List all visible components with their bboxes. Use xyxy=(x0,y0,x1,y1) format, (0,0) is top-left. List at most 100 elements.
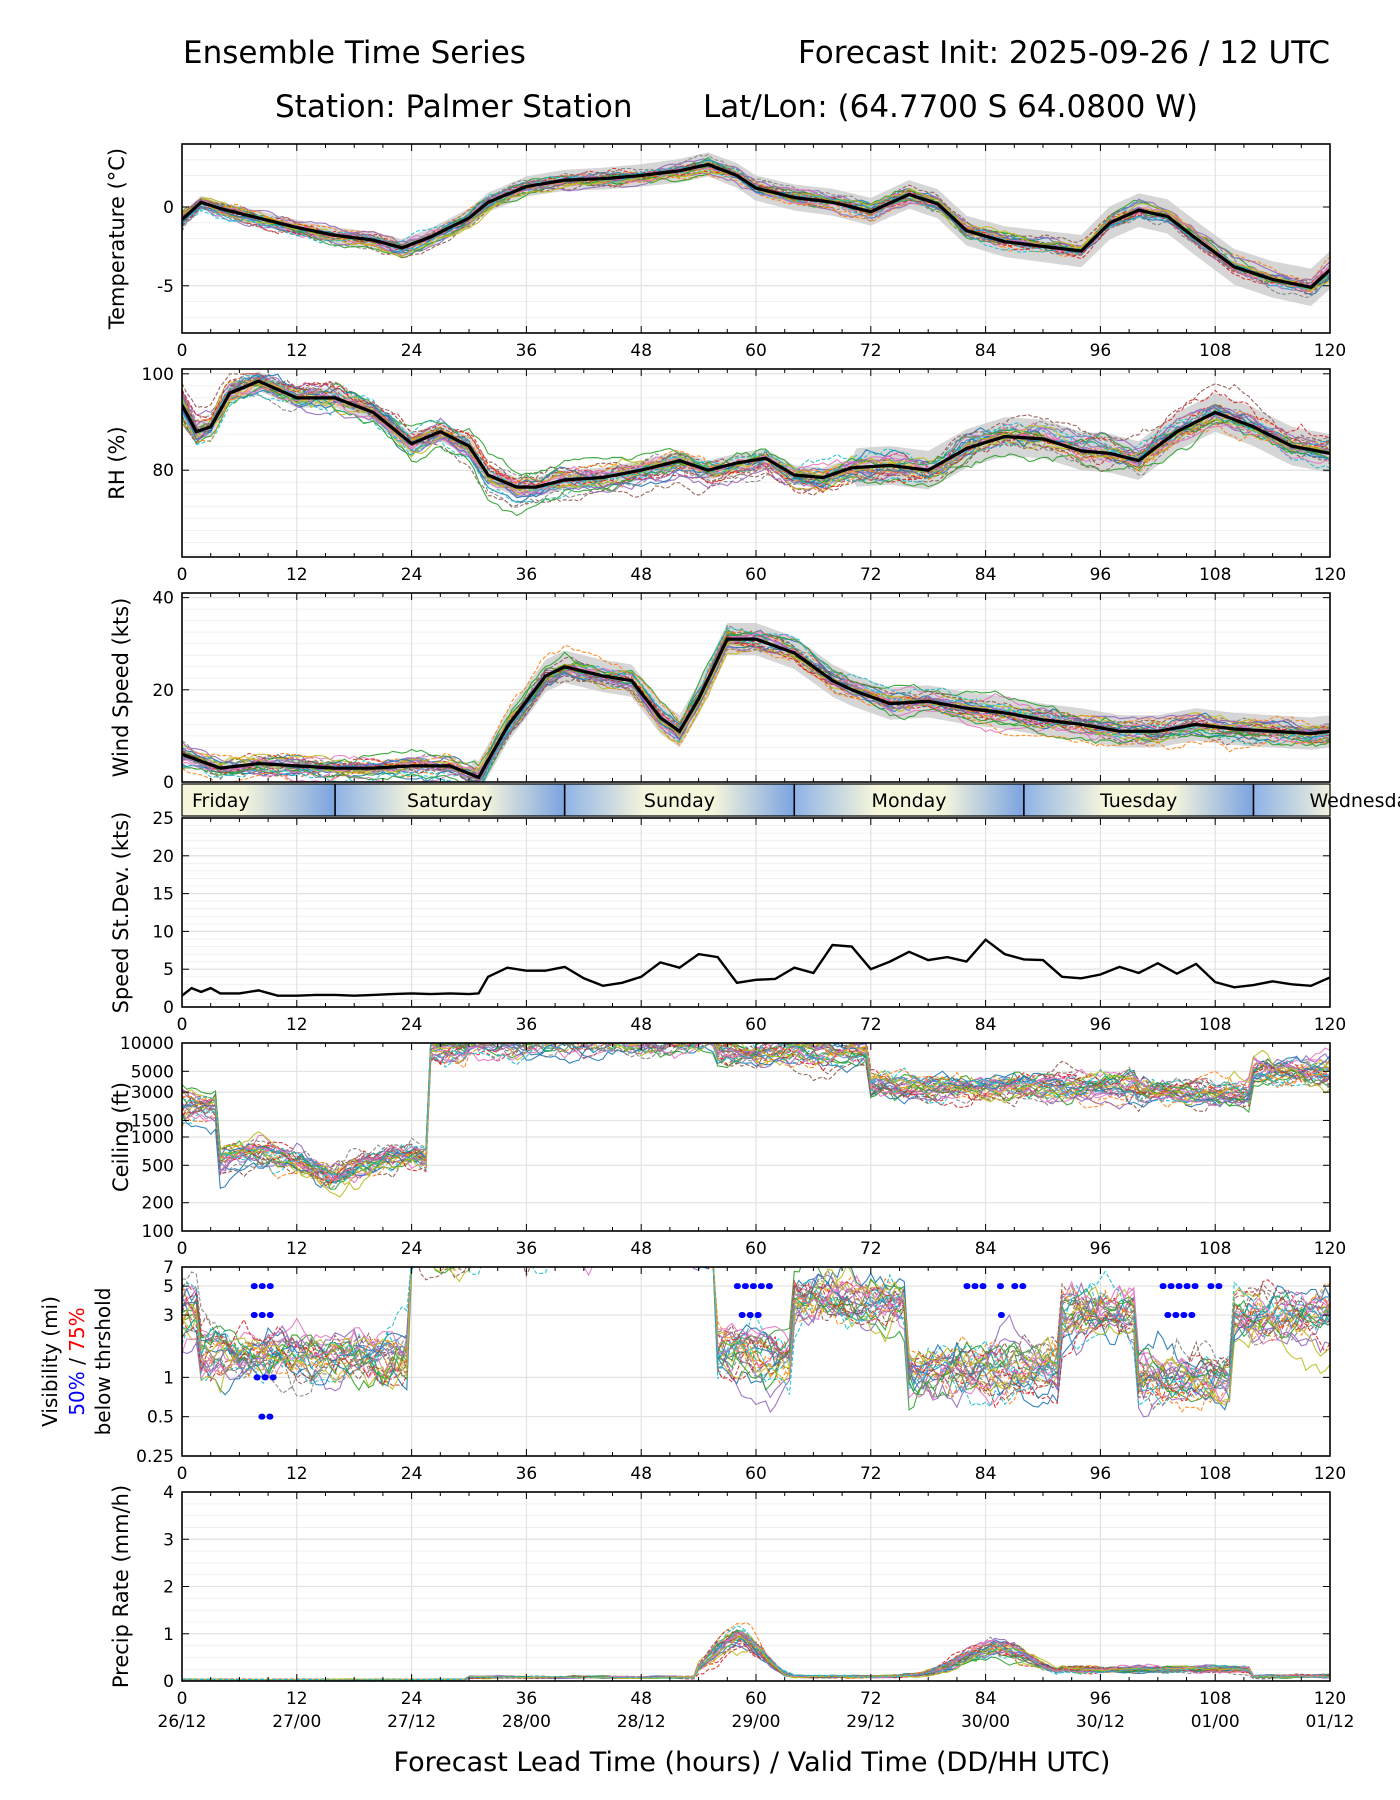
x-tick-label: 108 xyxy=(1199,1689,1231,1709)
member-line xyxy=(182,627,1330,782)
member-line xyxy=(182,1267,1330,1418)
x-tick-label: 24 xyxy=(401,1689,423,1709)
x-tick-label: 48 xyxy=(630,1464,652,1484)
member-line xyxy=(182,1267,1330,1402)
day-label: Tuesday xyxy=(1099,790,1177,812)
x-tick-label: 24 xyxy=(401,1015,423,1035)
x-tick-label: 0 xyxy=(177,1689,188,1709)
x-tick-label: 84 xyxy=(975,1689,997,1709)
member-line xyxy=(182,1267,1330,1402)
member-line xyxy=(182,1267,1330,1408)
x-tick-label: 96 xyxy=(1090,341,1112,361)
plot-area xyxy=(182,1267,1330,1420)
legend-separator: / xyxy=(65,1352,89,1371)
x-tick-label: 12 xyxy=(286,1239,308,1259)
valid-time-label: 27/00 xyxy=(272,1712,321,1732)
x-tick-label: 120 xyxy=(1314,1015,1346,1035)
member-line xyxy=(182,1267,1330,1407)
day-label: Friday xyxy=(192,790,250,812)
x-tick-label: 0 xyxy=(177,1464,188,1484)
y-tick-label: 0.5 xyxy=(147,1408,174,1428)
x-tick-label: 12 xyxy=(286,565,308,585)
y-tick-label: 5000 xyxy=(131,1062,174,1082)
member-line xyxy=(182,374,1330,492)
x-tick-label: 12 xyxy=(286,1464,308,1484)
day-cell xyxy=(564,784,795,816)
valid-time-label: 29/00 xyxy=(732,1712,781,1732)
strip-frame xyxy=(181,783,1331,817)
member-line xyxy=(182,392,1330,504)
x-tick-label: 84 xyxy=(975,1239,997,1259)
day-cell xyxy=(1023,784,1254,816)
valid-time-label: 01/00 xyxy=(1191,1712,1240,1732)
valid-time-label: 01/12 xyxy=(1306,1712,1355,1732)
valid-time-label: 28/00 xyxy=(502,1712,551,1732)
x-tick-label: 120 xyxy=(1314,1689,1346,1709)
valid-time-label: 26/12 xyxy=(158,1712,207,1732)
member-line xyxy=(182,1267,1330,1402)
x-tick-label: 60 xyxy=(745,565,767,585)
y-tick-label: 0 xyxy=(163,998,174,1018)
x-tick-label: 48 xyxy=(630,1689,652,1709)
y-tick-label: 5 xyxy=(163,1277,174,1297)
ensemble-mean-line xyxy=(182,379,1330,489)
x-tick-label: 96 xyxy=(1090,565,1112,585)
member-line xyxy=(182,1043,1330,1189)
member-line xyxy=(182,167,1330,292)
legend-50pct: 50% xyxy=(65,1371,89,1415)
member-line xyxy=(182,1267,1330,1404)
member-line xyxy=(182,160,1330,291)
y-tick-label: 1000 xyxy=(131,1128,174,1148)
y-axis-label: Wind Speed (kts) xyxy=(109,598,133,778)
x-tick-label: 24 xyxy=(401,565,423,585)
y-tick-label: 10 xyxy=(152,922,174,942)
x-tick-label: 36 xyxy=(516,1464,538,1484)
x-tick-label: 60 xyxy=(745,341,767,361)
plot-area xyxy=(182,938,1330,997)
y-tick-label: 0.25 xyxy=(136,1447,174,1467)
x-tick-label: 48 xyxy=(630,565,652,585)
y-tick-label: 0 xyxy=(163,773,174,793)
x-tick-label: 24 xyxy=(401,1239,423,1259)
x-tick-label: 36 xyxy=(516,1015,538,1035)
x-tick-label: 72 xyxy=(860,1464,882,1484)
panel-precip_rate: 0 1 2 3 4 Precip Rate (mm/h) xyxy=(109,1483,1331,1692)
y-tick-label: 500 xyxy=(142,1156,174,1176)
x-tick-label: 0 xyxy=(177,565,188,585)
x-tick-label: 96 xyxy=(1090,1464,1112,1484)
x-tick-label: 108 xyxy=(1199,341,1231,361)
x-tick-label: 108 xyxy=(1199,1239,1231,1259)
x-tick-label: 108 xyxy=(1199,1015,1231,1035)
day-cell xyxy=(182,784,336,816)
title-right: Forecast Init: 2025-09-26 / 12 UTC xyxy=(798,35,1330,71)
ensemble-mean-line xyxy=(182,162,1330,290)
y-tick-label: 3 xyxy=(163,1530,174,1550)
day-cell xyxy=(1253,784,1330,816)
y-axis-label: Precip Rate (mm/h) xyxy=(109,1485,133,1688)
member-line xyxy=(182,373,1330,497)
x-tick-label: 96 xyxy=(1090,1689,1112,1709)
y-axis-label: Visibility (mi) xyxy=(38,1296,62,1427)
y-axis-label: Ceiling (ft) xyxy=(109,1082,133,1192)
plot-area xyxy=(182,371,1330,517)
valid-time-label: 28/12 xyxy=(617,1712,666,1732)
x-tick-label: 120 xyxy=(1314,1239,1346,1259)
y-tick-label: 100 xyxy=(142,365,174,385)
x-tick-label: 84 xyxy=(975,1015,997,1035)
plot-area xyxy=(182,1043,1330,1198)
x-tick-label: 48 xyxy=(630,1015,652,1035)
x-tick-label: 12 xyxy=(286,1015,308,1035)
x-tick-label: 72 xyxy=(860,341,882,361)
member-line xyxy=(182,377,1330,497)
y-tick-label: 0 xyxy=(163,1672,174,1692)
x-tick-label: 60 xyxy=(745,1015,767,1035)
stdev-line xyxy=(182,938,1330,997)
x-tick-label: 96 xyxy=(1090,1015,1112,1035)
y-tick-label: 200 xyxy=(142,1194,174,1214)
x-tick-label: 60 xyxy=(745,1464,767,1484)
valid-time-label: 27/12 xyxy=(387,1712,436,1732)
member-line xyxy=(182,1625,1330,1681)
x-tick-label: 84 xyxy=(975,341,997,361)
